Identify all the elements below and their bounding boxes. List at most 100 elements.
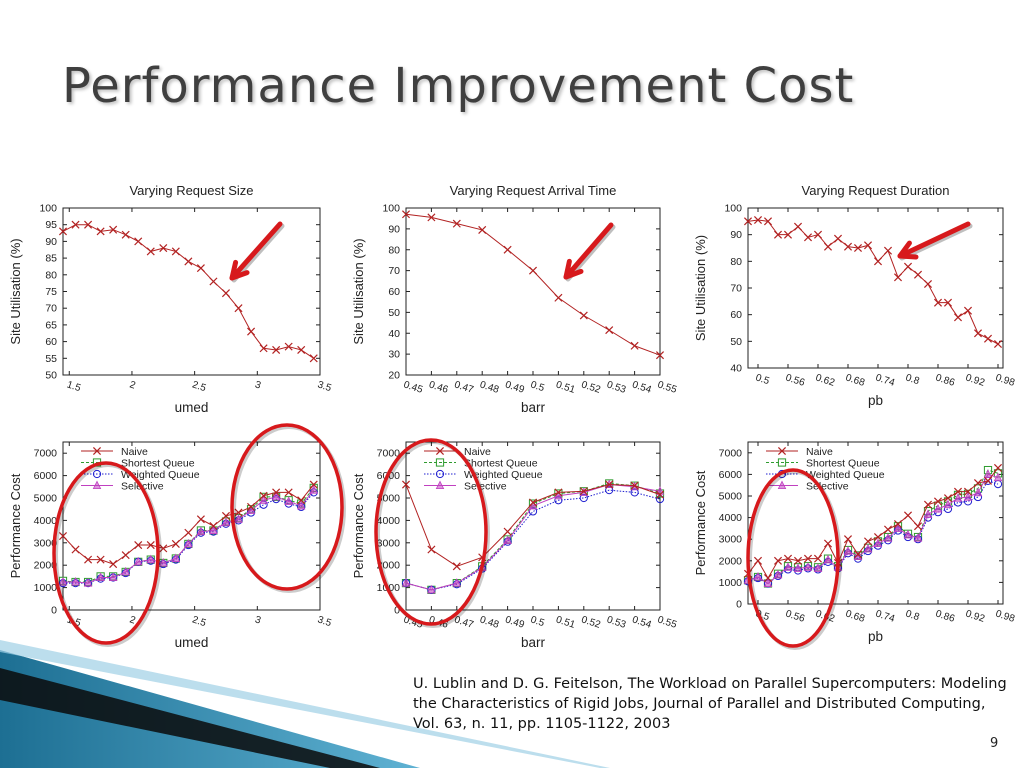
x-tick-label: 0.5: [529, 614, 546, 629]
data-point: [853, 243, 863, 253]
series-line-shortest-queue: [405, 482, 661, 591]
data-point: [297, 345, 306, 354]
y-tick-label: 80: [388, 244, 400, 256]
y-tick-label: 1000: [719, 577, 743, 589]
data-point-selective: [823, 554, 833, 564]
data-point-selective: [863, 543, 873, 553]
y-tick-label: 80: [45, 269, 57, 281]
legend-label: Weighted Queue: [806, 469, 885, 481]
data-point-selective: [121, 566, 130, 576]
x-tick-label: 0.56: [784, 608, 806, 625]
plot-frame: [405, 441, 661, 611]
x-tick-label: 2.5: [191, 614, 208, 629]
legend-label: Selective: [464, 481, 507, 493]
data-point-selective: [221, 517, 231, 527]
y-tick-label: 40: [388, 328, 400, 340]
data-point-naive: [943, 494, 953, 503]
data-point-selective: [427, 584, 436, 594]
x-tick-label: 0.48: [478, 614, 500, 631]
data-point-naive: [843, 535, 853, 544]
legend-label: Selective: [806, 481, 849, 493]
data-point-selective: [893, 523, 903, 532]
data-point: [903, 262, 913, 271]
legend-marker: [435, 446, 445, 456]
data-point: [655, 351, 665, 360]
data-point-selective: [146, 554, 156, 564]
y-tick-label: 1000: [34, 582, 58, 594]
data-point-selective: [813, 563, 823, 572]
y-axis-label: Site Utilisation (%): [8, 238, 23, 344]
y-tick-label: 7000: [719, 447, 743, 459]
data-point-selective: [793, 563, 803, 572]
x-axis-label: barr: [521, 635, 546, 650]
legend-marker: [777, 480, 787, 490]
data-point-naive: [793, 556, 803, 565]
data-point: [401, 210, 411, 219]
y-axis-label: Performance Cost: [351, 473, 366, 578]
data-point-naive: [963, 487, 973, 496]
chart-title: Varying Request Arrival Time: [450, 183, 617, 198]
data-point: [134, 237, 143, 246]
x-tick-label: 0.68: [844, 608, 866, 625]
data-point: [813, 230, 823, 239]
data-point: [963, 306, 973, 315]
data-point: [554, 293, 563, 302]
data-point-selective: [83, 578, 93, 587]
data-point-naive: [134, 541, 143, 550]
data-point-naive: [813, 554, 823, 563]
data-point-selective: [773, 569, 783, 579]
x-tick-label: 2: [128, 614, 137, 626]
data-point-naive: [783, 554, 793, 563]
data-point-naive: [993, 463, 1003, 472]
plot-frame: [62, 441, 321, 611]
legend-label: Shortest Queue: [121, 458, 195, 470]
y-tick-label: 65: [45, 319, 57, 331]
x-tick-label: 0.55: [656, 379, 678, 396]
annotation-arrow-2: [563, 222, 616, 282]
y-tick-label: 7000: [34, 448, 58, 460]
y-tick-label: 100: [724, 203, 742, 215]
data-point: [528, 266, 538, 275]
x-tick-label: 0.98: [994, 608, 1016, 625]
x-tick-label: 0.92: [964, 372, 986, 389]
data-point: [833, 234, 843, 243]
y-tick-label: 70: [45, 303, 57, 315]
y-tick-label: 100: [39, 203, 57, 215]
x-axis-label: umed: [175, 400, 209, 415]
data-point-selective: [913, 533, 923, 542]
data-point-selective: [71, 577, 80, 586]
data-point: [427, 213, 436, 222]
y-tick-label: 55: [45, 353, 57, 365]
data-point-naive: [763, 574, 773, 583]
y-tick-label: 70: [730, 283, 742, 295]
x-tick-label: 0.53: [605, 379, 627, 396]
data-point-naive: [853, 550, 863, 559]
x-tick-label: 0.74: [874, 608, 896, 625]
x-tick-label: 0.74: [874, 372, 896, 389]
data-point-naive: [159, 544, 168, 553]
y-tick-label: 2000: [377, 560, 401, 572]
plot-frame: [747, 207, 1004, 369]
x-tick-label: 0.8: [904, 372, 921, 387]
y-tick-label: 60: [730, 309, 742, 321]
page-number: 9: [990, 736, 999, 751]
data-point-naive: [983, 476, 993, 485]
plot-frame: [62, 207, 321, 376]
plot-frame: [405, 207, 661, 376]
data-point: [843, 242, 853, 251]
data-point: [284, 342, 293, 351]
data-point: [933, 298, 943, 307]
data-point-selective: [401, 578, 411, 587]
data-point-naive: [184, 528, 193, 537]
data-point-selective: [171, 553, 181, 562]
x-tick-label: 0.56: [784, 372, 806, 389]
data-point-naive: [579, 487, 588, 496]
legend-marker: [777, 458, 787, 467]
data-point-selective: [209, 525, 218, 534]
x-tick-label: 0.49: [504, 614, 526, 631]
data-point-selective: [943, 499, 953, 509]
data-point: [579, 311, 588, 320]
data-point-naive: [503, 527, 512, 536]
